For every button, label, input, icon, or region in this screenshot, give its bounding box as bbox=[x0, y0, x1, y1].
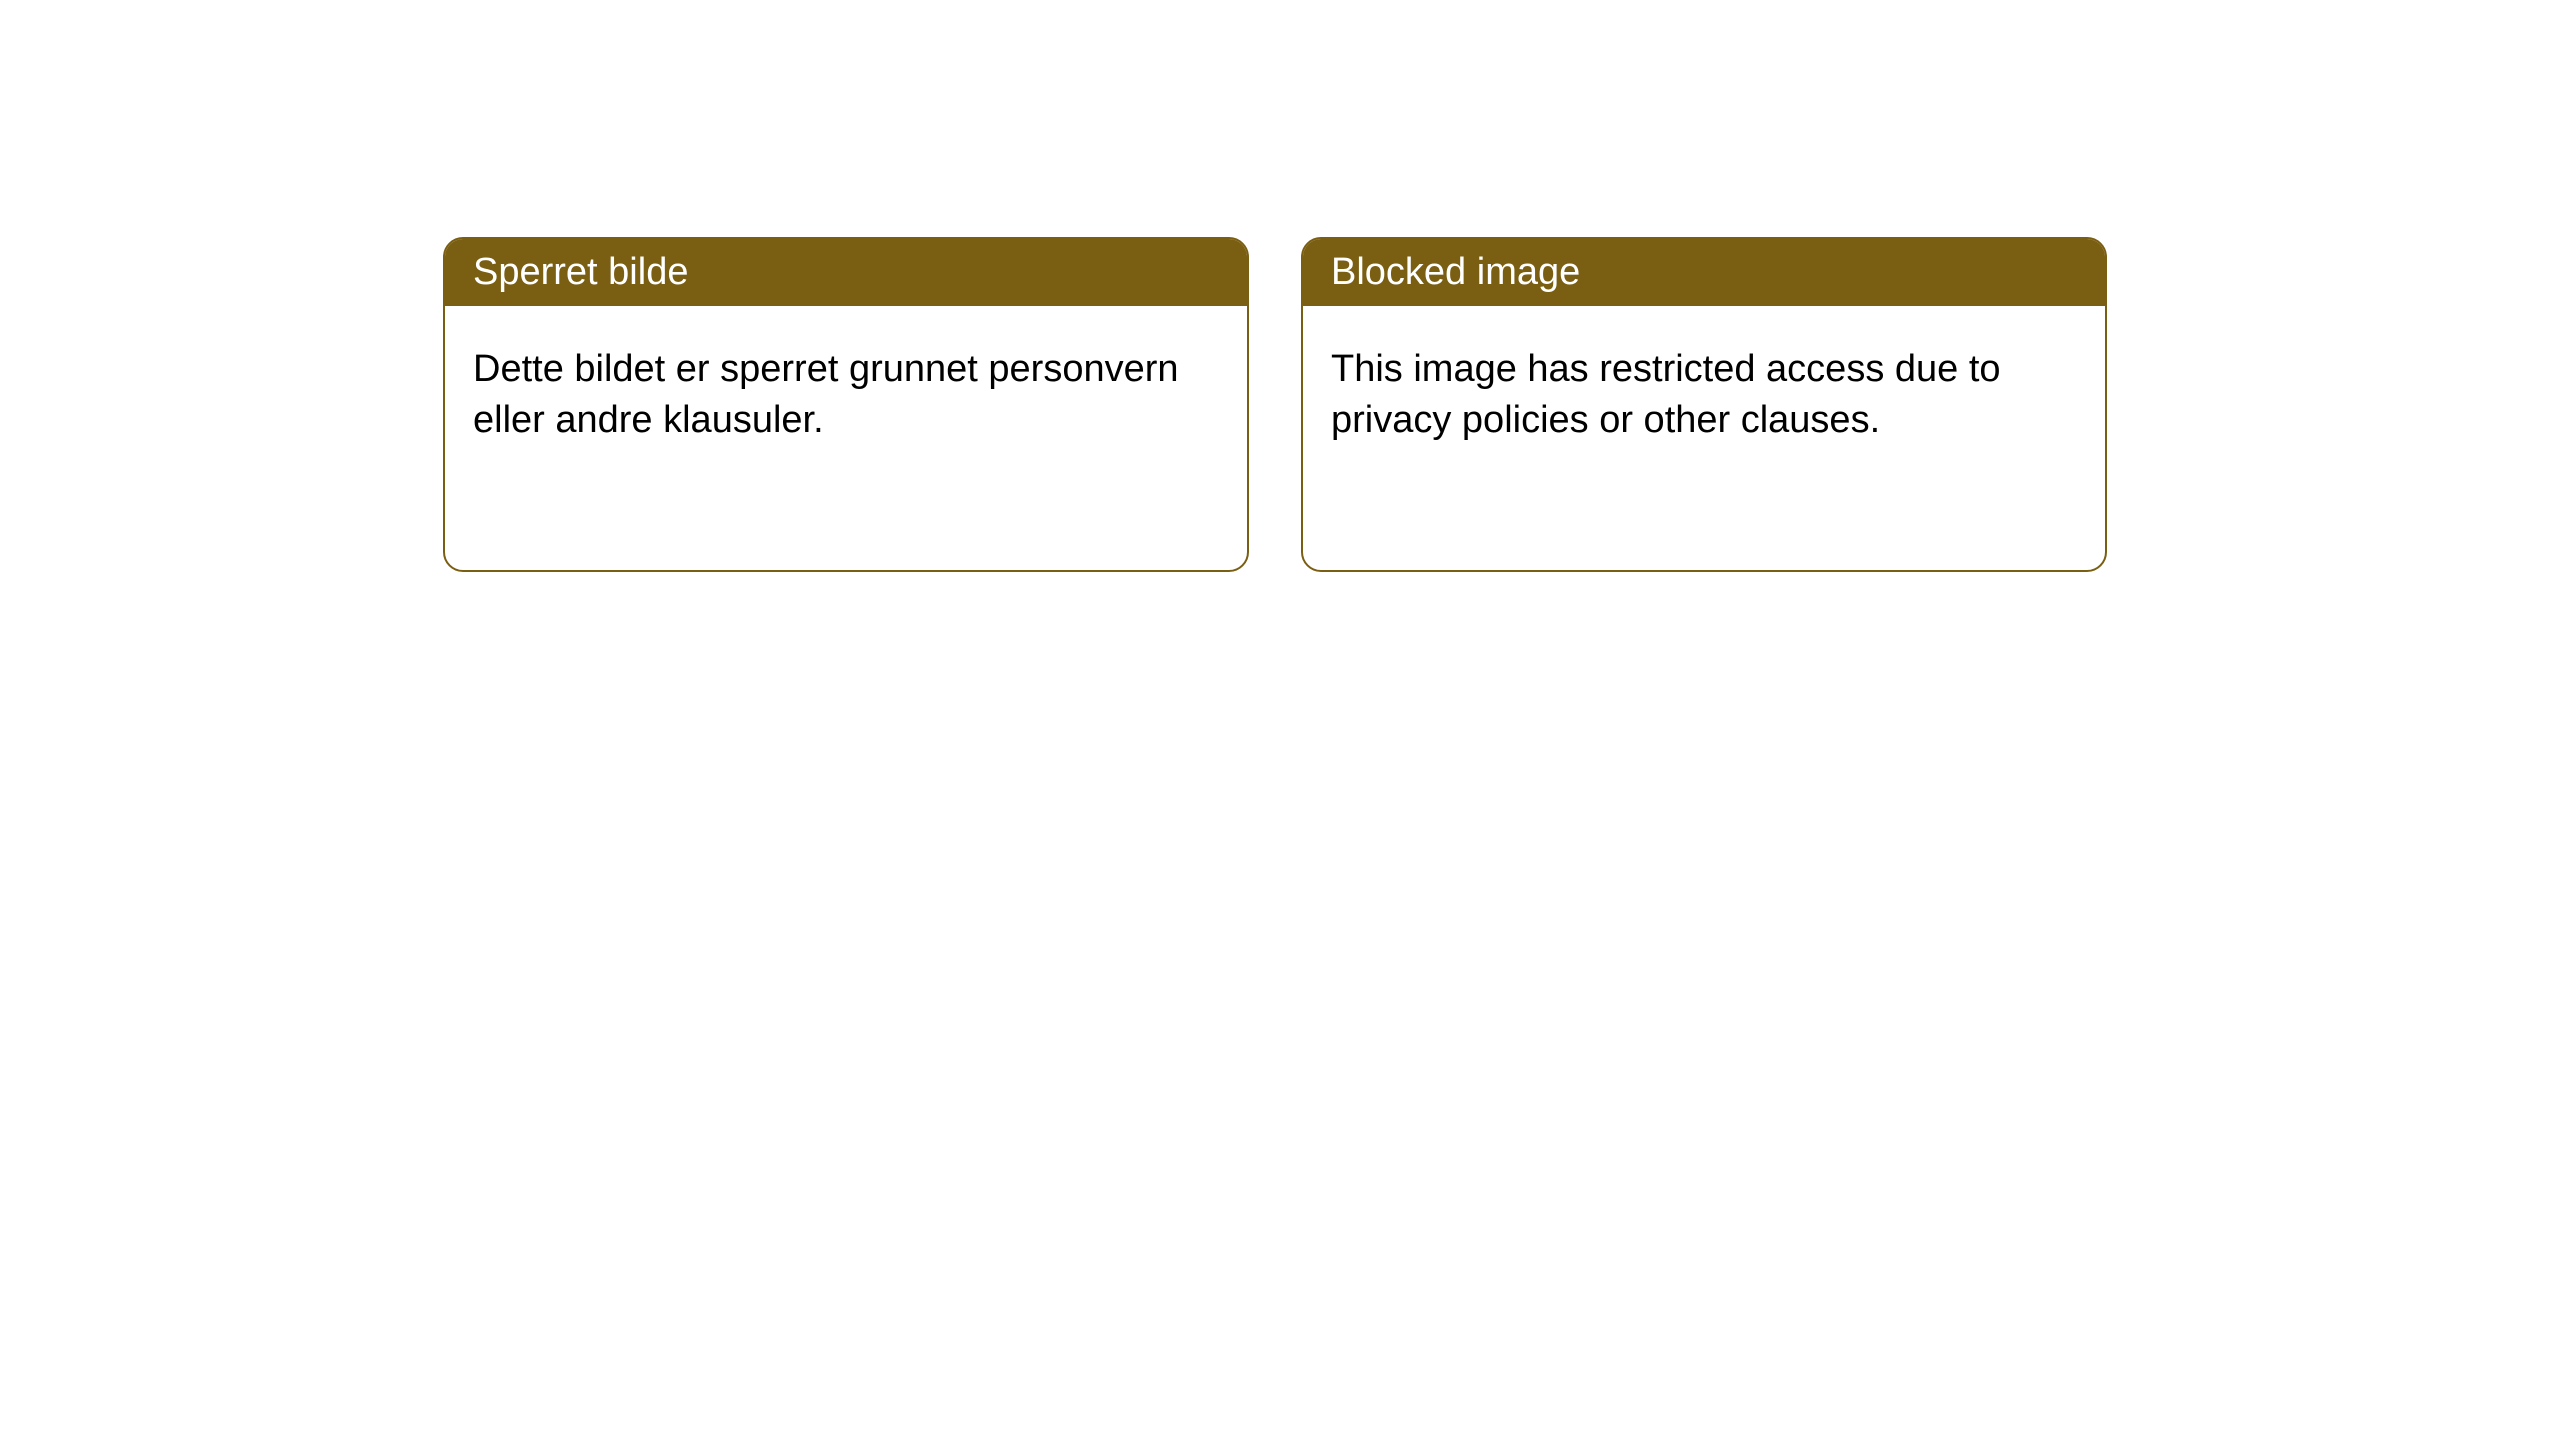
card-body-text: Dette bildet er sperret grunnet personve… bbox=[473, 348, 1179, 441]
card-title: Sperret bilde bbox=[473, 251, 688, 293]
card-title: Blocked image bbox=[1331, 251, 1580, 293]
blocked-image-card-no: Sperret bilde Dette bildet er sperret gr… bbox=[443, 237, 1249, 572]
notice-container: Sperret bilde Dette bildet er sperret gr… bbox=[0, 0, 2560, 572]
card-header: Sperret bilde bbox=[445, 239, 1247, 306]
card-body-text: This image has restricted access due to … bbox=[1331, 348, 2001, 441]
card-header: Blocked image bbox=[1303, 239, 2105, 306]
card-body: This image has restricted access due to … bbox=[1303, 306, 2105, 485]
card-body: Dette bildet er sperret grunnet personve… bbox=[445, 306, 1247, 485]
blocked-image-card-en: Blocked image This image has restricted … bbox=[1301, 237, 2107, 572]
